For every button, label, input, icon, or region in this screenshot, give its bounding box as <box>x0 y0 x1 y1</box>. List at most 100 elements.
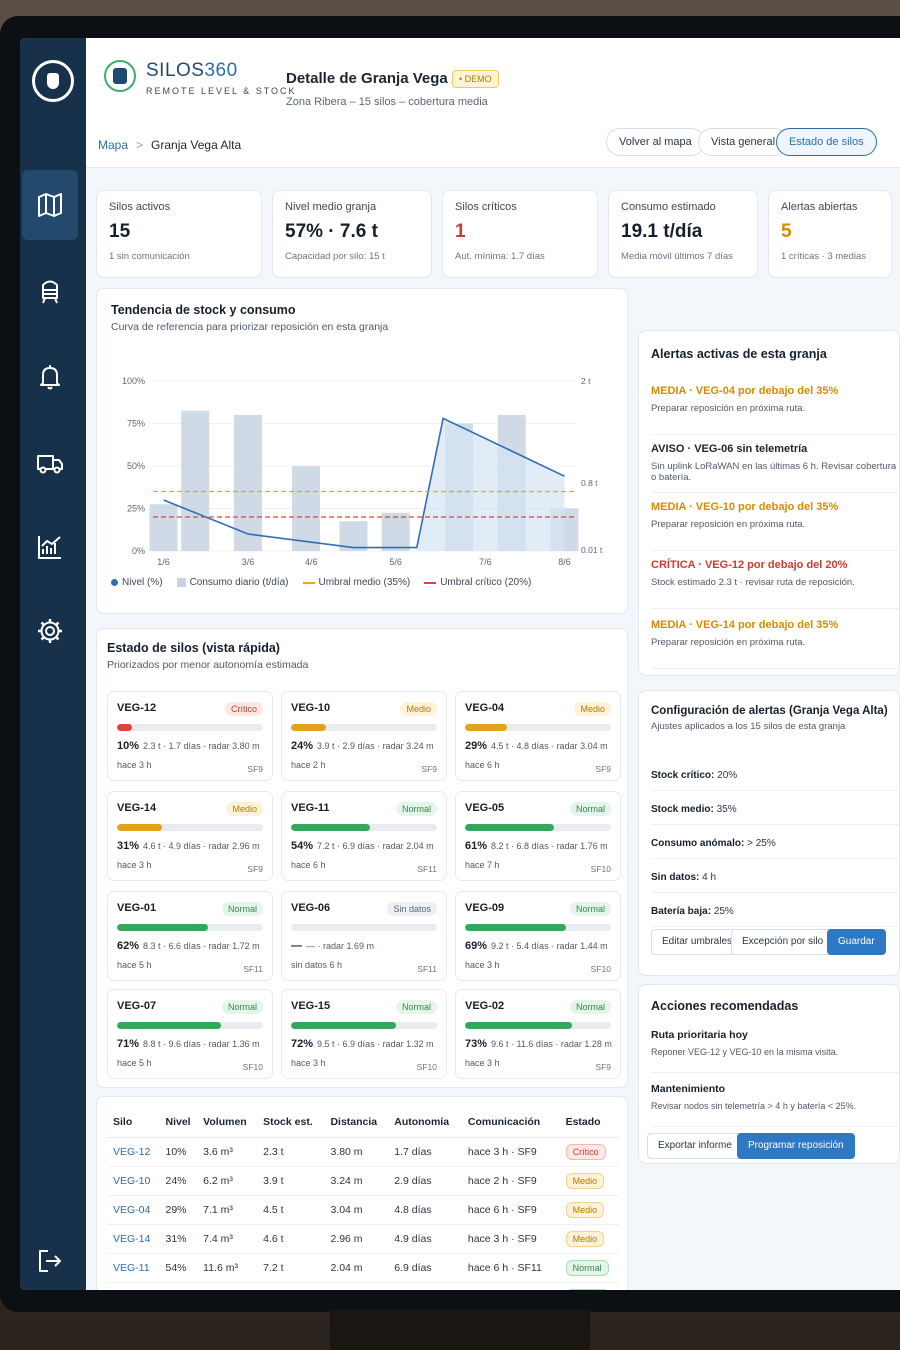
overview-button[interactable]: Vista general <box>698 128 789 156</box>
table-row[interactable]: VEG-11 54% 11.6 m³ 7.2 t 2.04 m 6.9 días hace … <box>107 1253 619 1283</box>
spreading-factor: SF10 <box>416 1062 437 1072</box>
table-header-cell[interactable]: Comunicación <box>461 1107 560 1138</box>
alert-desc: Stock estimado 2.3 t · revisar ruta de r… <box>651 577 855 588</box>
table-row[interactable]: VEG-14 31% 7.4 m³ 4.6 t 2.96 m 4.9 días hace 3… <box>107 1224 619 1254</box>
kpi-value: 1 <box>455 221 466 242</box>
x-tick-label: 7/6 <box>479 557 492 567</box>
silo-id: VEG-15 <box>291 1000 331 1012</box>
breadcrumb-map-link[interactable]: Mapa <box>98 138 129 152</box>
silo-card[interactable]: VEG-15 Normal 72% 9.5 t · 6.9 días · radar … <box>281 989 447 1079</box>
silo-card[interactable]: VEG-07 Normal 71% 8.8 t · 9.6 días · radar … <box>107 989 273 1079</box>
silo-card[interactable]: VEG-02 Normal 73% 9.6 t · 11.6 días · radar… <box>455 989 621 1079</box>
silo-link[interactable]: VEG-11 <box>107 1253 160 1283</box>
silo-details: 31% 4.6 t · 4.9 días · radar 2.96 m <box>117 840 260 852</box>
silo-link[interactable]: VEG-14 <box>107 1224 160 1254</box>
silo-id: VEG-09 <box>465 902 505 914</box>
kpi-critical-silos: Silos críticos 1 Aut. mínima: 1.7 días <box>442 190 598 278</box>
sidebar-item-settings[interactable] <box>22 596 78 666</box>
kpi-value: 15 <box>109 221 131 242</box>
table-row[interactable]: VEG-10 24% 6.2 m³ 3.9 t 3.24 m 2.9 días hace 2… <box>107 1166 619 1196</box>
alert-item[interactable]: MEDIA · VEG-10 por debajo del 35% Prepara… <box>651 499 899 551</box>
table-header-cell[interactable]: Volumen <box>197 1107 258 1138</box>
spreading-factor: SF10 <box>590 864 611 874</box>
kpi-consumption: Consumo estimado 19.1 t/día Media móvil … <box>608 190 758 278</box>
schedule-restock-button[interactable]: Programar reposición <box>737 1133 855 1159</box>
save-button[interactable]: Guardar <box>827 929 886 955</box>
silo-link[interactable]: VEG-04 <box>107 1195 160 1225</box>
table-header-cell[interactable]: Silo <box>107 1107 160 1138</box>
silo-metrics: 4.5 t · 4.8 días · radar 3.04 m <box>491 741 608 751</box>
logout-button[interactable] <box>22 1226 78 1290</box>
config-row[interactable]: Stock crítico: 20% <box>651 761 899 791</box>
silo-card[interactable]: VEG-01 Normal 62% 8.3 t · 6.6 días · radar … <box>107 891 273 981</box>
silo-card[interactable]: VEG-12 Crítico 10% 2.3 t · 1.7 días · radar… <box>107 691 273 781</box>
table-cell: hace 6 h · SF11 <box>461 1253 560 1283</box>
spreading-factor: SF11 <box>243 964 263 974</box>
table-header-cell[interactable]: Autonomía <box>388 1107 462 1138</box>
silo-link[interactable]: VEG-10 <box>107 1166 160 1196</box>
silo-link[interactable]: VEG-12 <box>107 1137 160 1167</box>
alert-item[interactable]: CRÍTICA · VEG-12 por debajo del 20% Stock… <box>651 557 899 609</box>
table-cell: 10% <box>159 1137 198 1167</box>
sidebar-item-logistics[interactable] <box>22 428 78 498</box>
edit-thresholds-button[interactable]: Editar umbrales <box>651 929 744 955</box>
status-badge: Crítico <box>224 702 263 716</box>
silo-card[interactable]: VEG-04 Medio 29% 4.5 t · 4.8 días · radar 3… <box>455 691 621 781</box>
action-title: Mantenimiento <box>651 1083 726 1095</box>
silo-link[interactable]: VEG-05 <box>107 1282 160 1290</box>
last-update: hace 5 h <box>117 960 152 970</box>
consumption-bar <box>149 504 178 551</box>
kpi-average-level: Nivel medio granja 57% · 7.6 t Capacidad… <box>272 190 432 278</box>
logo-icon[interactable] <box>32 60 74 102</box>
table-row[interactable]: VEG-04 29% 7.1 m³ 4.5 t 3.04 m 4.8 días hace 6… <box>107 1195 619 1225</box>
silo-card[interactable]: VEG-14 Medio 31% 4.6 t · 4.9 días · radar 2… <box>107 791 273 881</box>
table-header-cell[interactable]: Distancia <box>324 1107 389 1138</box>
table-row[interactable]: VEG-0561%12.8 m³8.2 t1.76 m6.8 díashace … <box>107 1282 619 1290</box>
export-report-button[interactable]: Exportar informe <box>647 1133 743 1159</box>
silo-level: 71% <box>117 1038 140 1050</box>
status-badge: Normal <box>569 1000 611 1014</box>
status-badge: Medio <box>565 1230 605 1247</box>
status-badge: Medio <box>226 802 263 816</box>
table-header-cell[interactable]: Nivel <box>159 1107 198 1138</box>
map-icon <box>38 193 62 217</box>
silo-card[interactable]: VEG-09 Normal 69% 9.2 t · 5.4 días · radar … <box>455 891 621 981</box>
config-row[interactable]: Consumo anómalo: > 25% <box>651 829 899 859</box>
silo-level: 54% <box>291 840 314 852</box>
page-title: Detalle de Granja Vega Alta <box>286 70 480 87</box>
brand-logo-icon[interactable] <box>104 60 136 92</box>
back-to-map-button[interactable]: Volver al mapa <box>606 128 705 156</box>
silo-metrics: 9.2 t · 5.4 días · radar 1.44 m <box>491 941 608 951</box>
table-cell: 3.9 t <box>257 1166 325 1196</box>
table-row[interactable]: VEG-12 10% 3.6 m³ 2.3 t 3.80 m 1.7 días hace 3… <box>107 1137 619 1167</box>
silo-details: 62% 8.3 t · 6.6 días · radar 1.72 m <box>117 940 260 952</box>
silo-card[interactable]: VEG-06 Sin datos — — · radar 1.69 m sin dato… <box>281 891 447 981</box>
last-update: hace 3 h <box>465 1058 500 1068</box>
silo-status-button[interactable]: Estado de silos <box>776 128 877 156</box>
status-cell: Medio <box>559 1166 619 1196</box>
table-header-cell[interactable]: Stock est. <box>257 1107 325 1138</box>
config-row[interactable]: Batería baja: 25% <box>651 897 899 927</box>
sidebar-item-alerts[interactable] <box>22 342 78 412</box>
alert-item[interactable]: MEDIA · VEG-14 por debajo del 35% Prepara… <box>651 617 899 669</box>
level-bar-fill <box>117 1022 221 1029</box>
config-row[interactable]: Sin datos: 4 h <box>651 863 899 893</box>
config-row[interactable]: Stock medio: 35% <box>651 795 899 825</box>
table-header-cell[interactable]: Estado <box>559 1107 619 1138</box>
kpi-value: 57% · 7.6 t <box>285 221 378 242</box>
sidebar-item-map[interactable] <box>22 170 78 240</box>
silo-card[interactable]: VEG-11 Normal 54% 7.2 t · 6.9 días · radar … <box>281 791 447 881</box>
legend-medium: Umbral medio (35%) <box>302 577 410 588</box>
x-tick-label: 8/6 <box>558 557 571 567</box>
status-badge: Normal <box>565 1288 609 1290</box>
alert-item[interactable]: MEDIA · VEG-04 por debajo del 35% Prepara… <box>651 383 899 435</box>
silo-exception-button[interactable]: Excepción por silo <box>731 929 835 955</box>
status-cell: Medio <box>559 1195 619 1225</box>
silo-card[interactable]: VEG-10 Medio 24% 3.9 t · 2.9 días · radar 3… <box>281 691 447 781</box>
silo-card[interactable]: VEG-05 Normal 61% 8.2 t · 6.8 días · radar … <box>455 791 621 881</box>
silo-level: 29% <box>465 740 488 752</box>
sidebar-item-reports[interactable] <box>22 512 78 582</box>
alert-item[interactable]: AVISO · VEG-06 sin telemetría Sin uplink … <box>651 441 899 493</box>
level-line <box>163 417 565 549</box>
sidebar-item-silos[interactable] <box>22 256 78 326</box>
